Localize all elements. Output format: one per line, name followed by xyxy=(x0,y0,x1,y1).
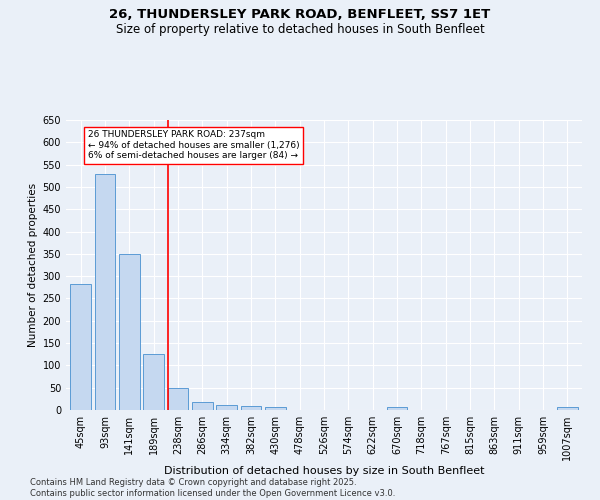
Text: Contains HM Land Registry data © Crown copyright and database right 2025.
Contai: Contains HM Land Registry data © Crown c… xyxy=(30,478,395,498)
Bar xyxy=(216,405,237,410)
Bar xyxy=(241,406,262,410)
Bar xyxy=(557,408,578,410)
X-axis label: Distribution of detached houses by size in South Benfleet: Distribution of detached houses by size … xyxy=(164,466,484,476)
Bar xyxy=(192,402,212,410)
Bar xyxy=(386,408,407,410)
Text: Size of property relative to detached houses in South Benfleet: Size of property relative to detached ho… xyxy=(116,22,484,36)
Bar xyxy=(119,254,140,410)
Bar xyxy=(265,407,286,410)
Bar xyxy=(70,284,91,410)
Bar xyxy=(143,354,164,410)
Bar xyxy=(95,174,115,410)
Text: 26 THUNDERSLEY PARK ROAD: 237sqm
← 94% of detached houses are smaller (1,276)
6%: 26 THUNDERSLEY PARK ROAD: 237sqm ← 94% o… xyxy=(88,130,299,160)
Text: 26, THUNDERSLEY PARK ROAD, BENFLEET, SS7 1ET: 26, THUNDERSLEY PARK ROAD, BENFLEET, SS7… xyxy=(109,8,491,20)
Bar xyxy=(167,388,188,410)
Y-axis label: Number of detached properties: Number of detached properties xyxy=(28,183,38,347)
